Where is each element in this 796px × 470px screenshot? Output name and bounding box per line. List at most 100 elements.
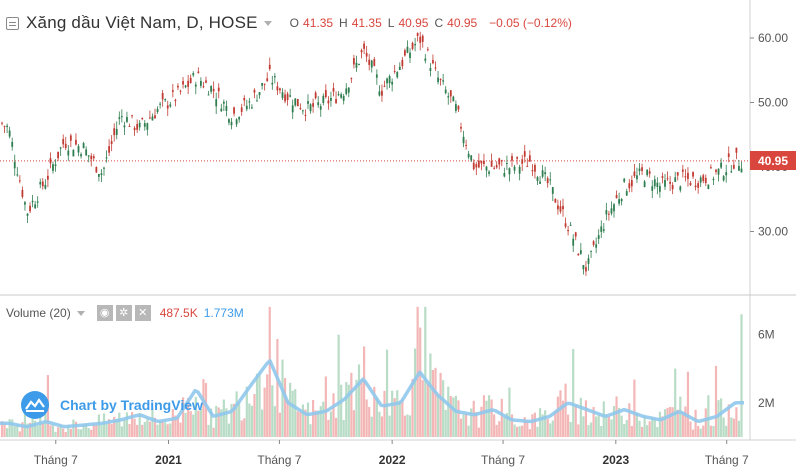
candle-body [401, 59, 404, 67]
tradingview-watermark[interactable]: Chart by TradingView [20, 390, 203, 420]
candle-body [342, 95, 345, 101]
volume-bar [656, 427, 659, 437]
candle [699, 175, 702, 188]
volume-bar [480, 406, 483, 437]
candle-body [220, 108, 223, 112]
volume-bar [283, 378, 287, 437]
candle [511, 153, 513, 167]
candle [52, 161, 54, 174]
candle [161, 90, 164, 107]
candle-body [69, 135, 72, 141]
candle-body [26, 213, 29, 216]
volume-bar [572, 349, 575, 437]
candle-body [375, 74, 378, 78]
candle-body [34, 204, 37, 209]
candle-body [324, 90, 327, 98]
eye-icon[interactable]: ◉ [96, 305, 113, 321]
candle-body [337, 94, 340, 96]
symbol-title[interactable]: Xăng dầu Việt Nam, D, HOSE [26, 13, 258, 32]
last-price-label: 40.95 [750, 151, 796, 170]
candle-body [694, 185, 697, 188]
volume-bar [197, 410, 200, 437]
candle [421, 34, 424, 48]
volume-bar [276, 338, 279, 437]
gear-icon[interactable]: ✲ [115, 305, 132, 321]
candle-body [679, 186, 682, 191]
candle [251, 104, 253, 110]
volume-bar [421, 380, 424, 437]
volume-bar [23, 396, 27, 437]
volume-chevron-down-icon[interactable] [76, 310, 85, 316]
candle-body [228, 119, 230, 123]
volume-bar [370, 416, 373, 437]
candle-body [271, 82, 274, 85]
volume-bar [62, 428, 65, 437]
volume-bar [169, 423, 172, 437]
candle [623, 177, 626, 184]
candle-body [177, 85, 179, 88]
volume-bar [278, 412, 282, 437]
volume-bar [324, 376, 327, 437]
volume-bar [301, 404, 304, 437]
candle-body [503, 173, 506, 177]
volume-bar [380, 416, 384, 437]
candle [41, 177, 44, 190]
volume-bar [406, 414, 409, 437]
volume-bar [166, 424, 169, 437]
chevron-down-icon[interactable] [263, 20, 272, 26]
candle-body [636, 175, 638, 180]
candle [322, 93, 325, 106]
candle [279, 87, 281, 94]
volume-bar [597, 414, 600, 437]
candle-body [304, 114, 307, 116]
candle [149, 110, 151, 120]
symbol-info-icon[interactable] [6, 16, 19, 30]
candle-body [554, 199, 557, 203]
candle-body [480, 161, 483, 164]
volume-bar [640, 426, 644, 437]
high-value: 41.35 [351, 16, 382, 30]
volume-bar [294, 389, 297, 437]
volume-ma-line [0, 359, 744, 429]
volume-bar [13, 426, 16, 437]
volume-bar [666, 407, 669, 437]
volume-title[interactable]: Volume (20) [6, 306, 71, 320]
price-tick-label-1: 50.00 [758, 96, 788, 110]
candle [641, 163, 643, 175]
volume-bar [521, 425, 524, 437]
candle-body [465, 144, 467, 146]
candle-body [263, 83, 266, 85]
candle [126, 111, 128, 124]
candle-body [643, 181, 646, 188]
volume-bar [207, 424, 210, 437]
candle [393, 64, 396, 74]
volume-bar [681, 412, 684, 437]
candle-body [256, 100, 258, 102]
candle-body [447, 96, 450, 98]
volume-bar [309, 424, 312, 437]
volume-bar [159, 420, 162, 437]
candle-body [531, 170, 534, 172]
candle-body [449, 90, 452, 97]
volume-bar [618, 407, 621, 437]
candle [113, 123, 116, 142]
volume-bar [714, 365, 718, 437]
candle-body [516, 157, 518, 159]
candle [429, 63, 432, 77]
candle [261, 82, 263, 90]
candle-body [131, 115, 133, 117]
volume-bar [737, 420, 741, 437]
candle-body [528, 155, 531, 162]
volume-bar [289, 382, 292, 437]
volume-bar [393, 398, 396, 437]
candle [184, 84, 187, 89]
candle [495, 161, 498, 169]
volume-bar [36, 425, 39, 437]
volume-bar [398, 401, 401, 437]
volume-bar [6, 428, 9, 437]
candle [21, 186, 24, 199]
candle [513, 164, 516, 174]
close-icon[interactable]: ✕ [134, 305, 151, 321]
candle [500, 159, 503, 167]
volume-tick-label-0: 6M [758, 327, 775, 341]
